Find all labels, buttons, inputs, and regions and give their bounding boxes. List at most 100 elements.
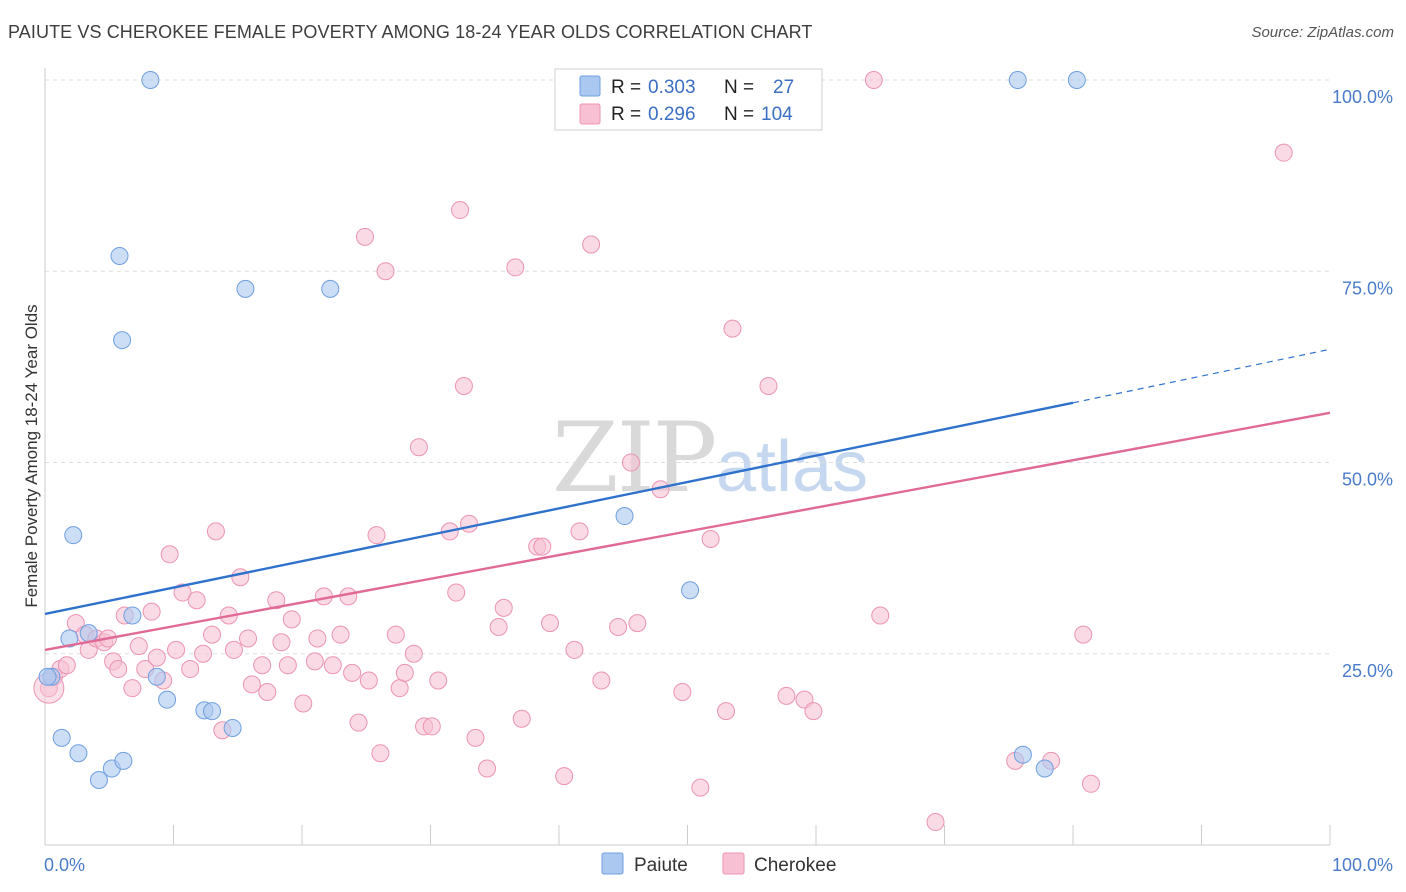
cherokee-point-44 bbox=[331, 625, 350, 644]
cherokee-point-39 bbox=[294, 694, 313, 713]
cherokee-point-100 bbox=[1081, 774, 1100, 793]
cherokee-point-11 bbox=[109, 660, 128, 679]
cherokee-point-78 bbox=[582, 235, 601, 254]
cherokee-point-26 bbox=[206, 522, 225, 541]
paiute-point-14 bbox=[158, 690, 177, 709]
paiute-trendline-extension bbox=[1072, 348, 1331, 404]
paiute-point-22 bbox=[1013, 745, 1032, 764]
paiute-points bbox=[38, 71, 1086, 789]
cherokee-point-96 bbox=[926, 813, 945, 832]
cherokee-point-99 bbox=[1074, 625, 1093, 644]
cherokee-point-3 bbox=[57, 656, 76, 675]
paiute-point-25 bbox=[1067, 71, 1086, 89]
cherokee-point-41 bbox=[308, 629, 327, 648]
legend-swatch-paiute bbox=[579, 75, 601, 97]
cherokee-point-60 bbox=[429, 671, 448, 690]
paiute-point-19 bbox=[321, 279, 340, 298]
cherokee-point-71 bbox=[512, 709, 531, 728]
paiute-point-20 bbox=[615, 507, 634, 526]
paiute-point-3 bbox=[64, 526, 83, 545]
legend-r-value-cherokee: 0.296 bbox=[648, 104, 696, 125]
paiute-point-6 bbox=[89, 770, 108, 789]
cherokee-point-64 bbox=[454, 377, 473, 395]
paiute-point-21 bbox=[681, 581, 700, 600]
paiute-point-24 bbox=[1035, 759, 1054, 778]
cherokee-point-51 bbox=[371, 744, 390, 763]
legend-swatch-cherokee bbox=[579, 103, 601, 125]
bottom-legend-label-cherokee: Cherokee bbox=[754, 855, 836, 876]
paiute-point-8 bbox=[110, 246, 129, 265]
paiute-point-5 bbox=[79, 624, 98, 643]
cherokee-point-20 bbox=[167, 640, 186, 659]
paiute-point-9 bbox=[113, 331, 132, 350]
cherokee-point-95 bbox=[871, 606, 890, 625]
cherokee-point-59 bbox=[422, 717, 441, 736]
bottom-legend-swatch-cherokee bbox=[722, 852, 745, 875]
legend-n-value-cherokee: 104 bbox=[761, 104, 793, 125]
paiute-point-16 bbox=[203, 702, 222, 721]
cherokee-point-66 bbox=[466, 728, 485, 747]
cherokee-point-69 bbox=[494, 598, 513, 617]
cherokee-point-79 bbox=[592, 671, 611, 690]
cherokee-points bbox=[33, 71, 1293, 832]
gridlines bbox=[45, 79, 1330, 655]
cherokee-point-29 bbox=[224, 640, 243, 659]
y-axis-label: Female Poverty Among 18-24 Year Olds bbox=[22, 304, 41, 607]
source-credit: Source: ZipAtlas.com bbox=[1251, 24, 1394, 41]
x-tick-label-max: 100.0% bbox=[1332, 855, 1393, 875]
cherokee-point-38 bbox=[282, 610, 301, 629]
trendlines bbox=[44, 348, 1331, 652]
y-tick-label-2: 75.0% bbox=[1342, 278, 1393, 298]
bottom-legend-label-paiute: Paiute bbox=[634, 855, 688, 876]
legend-r-label-cherokee: R = bbox=[611, 104, 641, 125]
cherokee-point-21 bbox=[173, 583, 192, 602]
cherokee-point-76 bbox=[565, 640, 584, 659]
paiute-point-18 bbox=[236, 279, 255, 298]
cherokee-point-75 bbox=[555, 767, 574, 786]
cherokee-point-45 bbox=[339, 587, 358, 606]
cherokee-point-54 bbox=[390, 679, 409, 698]
cherokee-point-101 bbox=[1274, 143, 1293, 162]
axes bbox=[44, 68, 1331, 846]
cherokee-point-70 bbox=[506, 258, 525, 277]
paiute-point-23 bbox=[1008, 71, 1027, 89]
cherokee-trendline bbox=[44, 411, 1331, 652]
cherokee-point-13 bbox=[123, 679, 142, 698]
cherokee-point-22 bbox=[181, 660, 200, 679]
paiute-point-10 bbox=[114, 751, 133, 770]
cherokee-point-35 bbox=[267, 591, 286, 610]
paiute-point-13 bbox=[147, 667, 166, 686]
cherokee-point-50 bbox=[367, 526, 386, 545]
cherokee-point-80 bbox=[609, 617, 628, 636]
cherokee-point-55 bbox=[395, 663, 414, 682]
legend-n-value-paiute: 27 bbox=[773, 77, 794, 98]
paiute-point-26 bbox=[38, 667, 57, 686]
legend-r-label-paiute: R = bbox=[611, 77, 641, 98]
chart-title: PAIUTE VS CHEROKEE FEMALE POVERTY AMONG … bbox=[8, 22, 813, 42]
cherokee-point-16 bbox=[142, 602, 161, 621]
cherokee-point-93 bbox=[804, 702, 823, 721]
cherokee-point-48 bbox=[355, 227, 374, 246]
legend-n-label-paiute: N = bbox=[724, 77, 754, 98]
cherokee-point-24 bbox=[194, 644, 213, 663]
cherokee-point-67 bbox=[478, 759, 497, 778]
cherokee-point-33 bbox=[253, 656, 272, 675]
paiute-point-17 bbox=[223, 718, 242, 737]
cherokee-point-88 bbox=[723, 319, 742, 338]
cherokee-point-85 bbox=[691, 778, 710, 797]
cherokee-point-91 bbox=[777, 686, 796, 705]
cherokee-point-36 bbox=[272, 633, 291, 652]
cherokee-point-31 bbox=[239, 629, 258, 648]
cherokee-point-19 bbox=[160, 545, 179, 564]
y-tick-labels: 25.0% 50.0% 75.0% 100.0% bbox=[1332, 87, 1393, 681]
cherokee-point-81 bbox=[621, 453, 640, 472]
paiute-trendline bbox=[44, 401, 1074, 616]
cherokee-point-82 bbox=[628, 614, 647, 633]
paiute-point-11 bbox=[123, 606, 142, 625]
cherokee-point-43 bbox=[323, 656, 342, 675]
paiute-point-4 bbox=[69, 744, 88, 763]
cherokee-point-46 bbox=[343, 663, 362, 682]
cherokee-point-86 bbox=[701, 530, 720, 548]
legend: R = 0.303 N = 27 R = 0.296 N = 104 bbox=[554, 68, 823, 131]
